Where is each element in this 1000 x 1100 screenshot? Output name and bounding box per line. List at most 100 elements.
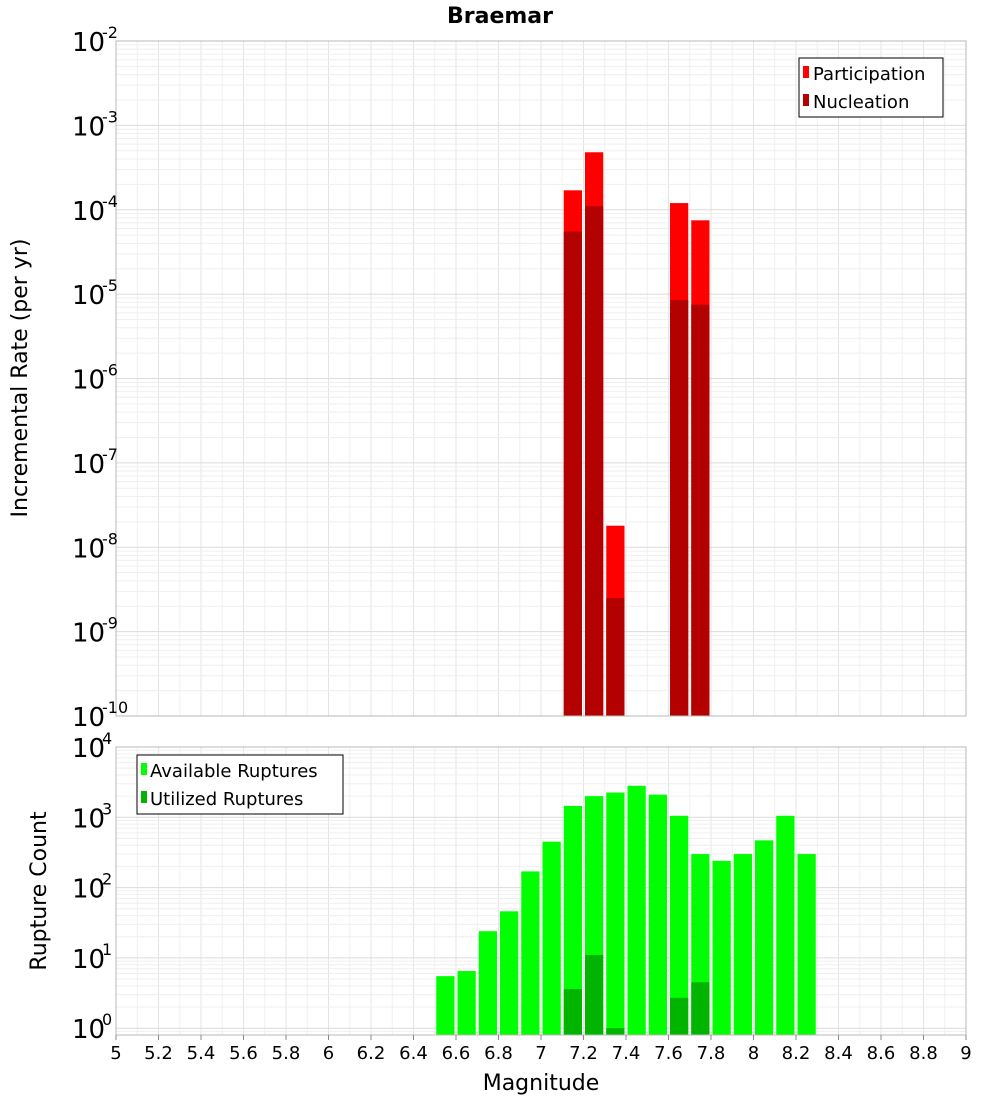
y-tick-base: 10	[72, 945, 105, 975]
x-tick-label: 7.4	[612, 1043, 641, 1064]
bot-bar-s1	[670, 997, 689, 1035]
x-tick-label: 5.4	[187, 1043, 216, 1064]
top-bar-s1	[606, 598, 625, 716]
bot-bar-s0	[733, 854, 752, 1035]
bot-bar-s0	[627, 785, 646, 1035]
y-tick-base: 10	[72, 703, 105, 733]
y-tick-base: 10	[72, 804, 105, 834]
x-tick-label: 5.2	[144, 1043, 173, 1064]
y-tick-base: 10	[72, 197, 105, 227]
legend-swatch-available	[141, 763, 147, 775]
top-plot-border	[115, 40, 967, 717]
y-tick-base: 10	[72, 534, 105, 564]
chart-title: Braemar	[447, 4, 553, 29]
x-tick-label: 9	[960, 1043, 971, 1064]
x-tick-label: 6.2	[357, 1043, 386, 1064]
y-tick-exponent: -9	[102, 614, 118, 633]
bot-bar-s0	[670, 815, 689, 1035]
bot-bar-s0	[500, 911, 519, 1035]
bot-bar-s0	[755, 840, 774, 1035]
bot-bar-s1	[585, 954, 604, 1035]
y-tick-exponent: -4	[102, 192, 118, 211]
bot-bar-s0	[542, 841, 561, 1035]
bot-bar-s1	[691, 982, 710, 1035]
bot-bar-s0	[563, 805, 582, 1035]
x-ticks: 5 5.2 5.4 5.6 5.8 6 6.2 6.4 6.6 6.8 7 7.2 7.4 7.6 7.8 8…	[110, 1035, 972, 1064]
x-tick-label: 7.6	[654, 1043, 683, 1064]
y-tick-exponent: -5	[102, 276, 118, 295]
y-tick-exponent: -10	[102, 698, 128, 717]
top-bar-s1	[670, 300, 689, 716]
bottom-y-axis-label: Rupture Count	[27, 811, 52, 971]
legend-label-nucleation: Nucleation	[813, 92, 909, 113]
bot-bar-s0	[648, 794, 667, 1035]
y-tick-exponent: -2	[102, 23, 118, 42]
x-tick-label: 6.6	[442, 1043, 471, 1064]
legend-swatch-nucleation	[803, 94, 809, 106]
bottom-legend-box	[136, 754, 344, 815]
y-tick-exponent: -8	[102, 529, 118, 548]
bottom-bars	[436, 785, 816, 1035]
top-bar-s1	[691, 304, 710, 716]
y-tick-base: 10	[72, 1015, 105, 1045]
legend-label-participation: Participation	[813, 64, 925, 85]
x-tick-label: 8.6	[867, 1043, 896, 1064]
bot-bar-s0	[436, 976, 455, 1035]
bottom-legend: Available Ruptures Utilized Ruptures	[136, 754, 344, 815]
top-bar-s1	[563, 231, 582, 716]
x-tick-label: 7.8	[697, 1043, 726, 1064]
bot-bar-s0	[606, 792, 625, 1035]
top-legend-box	[798, 57, 944, 118]
top-bars	[563, 152, 710, 717]
top-y-axis-label: Incremental Rate (per yr)	[8, 239, 33, 518]
x-tick-label: 5.6	[229, 1043, 258, 1064]
bot-bar-s0	[776, 815, 795, 1035]
top-bar-s1	[585, 206, 604, 716]
y-tick-exponent: 1	[102, 940, 112, 959]
x-tick-label: 8	[748, 1043, 759, 1064]
y-tick-base: 10	[72, 366, 105, 396]
x-axis-label: Magnitude	[483, 1071, 600, 1096]
bot-bar-s1	[606, 1028, 625, 1035]
top-grid	[115, 40, 967, 717]
y-tick-base: 10	[72, 112, 105, 142]
legend-swatch-participation	[803, 66, 809, 78]
y-tick-base: 10	[72, 734, 105, 764]
legend-swatch-utilized	[141, 791, 147, 803]
y-tick-exponent: 0	[102, 1010, 112, 1029]
legend-label-utilized: Utilized Ruptures	[150, 789, 303, 810]
y-tick-base: 10	[72, 28, 105, 58]
legend-label-available: Available Ruptures	[150, 761, 318, 782]
x-tick-label: 8.4	[824, 1043, 853, 1064]
x-tick-label: 5	[110, 1043, 121, 1064]
bot-bar-s1	[563, 989, 582, 1035]
x-tick-label: 5.8	[272, 1043, 301, 1064]
y-tick-base: 10	[72, 450, 105, 480]
y-tick-exponent: -7	[102, 445, 118, 464]
y-tick-exponent: 4	[102, 729, 112, 748]
x-tick-label: 6.4	[399, 1043, 428, 1064]
bot-bar-s0	[712, 860, 731, 1035]
x-tick-label: 7.2	[569, 1043, 598, 1064]
bot-bar-s0	[521, 871, 540, 1035]
y-tick-exponent: -3	[102, 107, 118, 126]
y-tick-exponent: 3	[102, 799, 112, 818]
x-tick-label: 6	[323, 1043, 334, 1064]
top-legend: Participation Nucleation	[798, 57, 944, 118]
y-tick-base: 10	[72, 619, 105, 649]
x-tick-label: 7	[535, 1043, 546, 1064]
x-tick-label: 8.2	[782, 1043, 811, 1064]
bot-bar-s0	[797, 854, 816, 1035]
bot-bar-s0	[478, 931, 497, 1035]
y-tick-exponent: 2	[102, 870, 112, 889]
x-tick-label: 8.8	[909, 1043, 938, 1064]
y-tick-base: 10	[72, 875, 105, 905]
x-tick-label: 6.8	[484, 1043, 513, 1064]
y-tick-exponent: -6	[102, 361, 118, 380]
y-tick-base: 10	[72, 281, 105, 311]
